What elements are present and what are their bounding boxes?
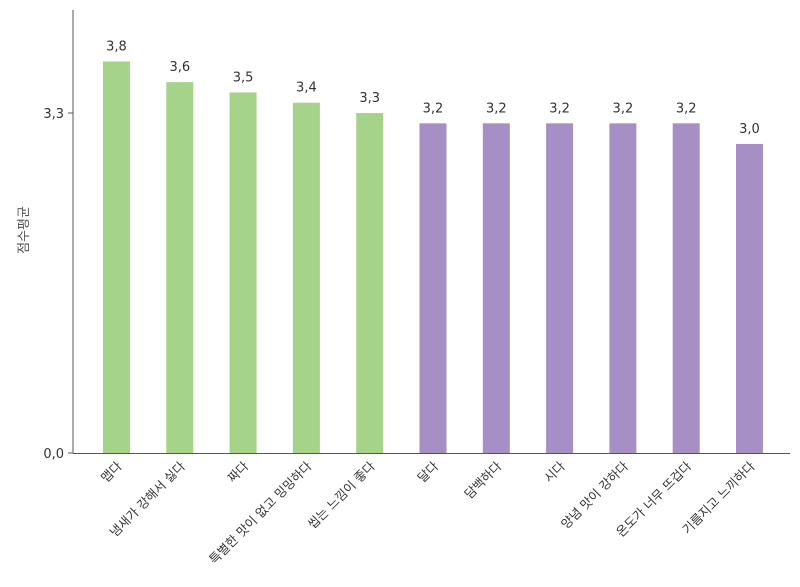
bar [672,123,700,453]
data-label: 3,0 [739,122,760,137]
category-label: 특별한 맛이 없고 밍밍하다 [206,458,315,567]
data-label: 3,8 [106,40,127,55]
y-tick-label: 0,0 [43,447,64,462]
bar [166,82,194,454]
y-ticks: 0,0 3,3 [43,107,73,462]
y-axis-title: 점수평균 [17,206,32,254]
bar [609,123,637,453]
data-label: 3,2 [486,101,507,116]
bar [229,92,257,453]
data-label: 3,2 [549,101,570,116]
value-labels: 3,8 3,6 3,5 3,4 3,3 3,2 3,2 3,2 3,2 3,2 3,0 [106,40,760,137]
bar [736,143,763,453]
bar [292,102,320,453]
data-label: 3,2 [613,101,634,116]
category-label: 담백하다 [461,458,504,501]
bar [482,123,510,453]
bars [103,61,763,454]
y-tick-label: 3,3 [43,107,64,122]
data-label: 3,3 [359,91,380,106]
bar [356,113,384,453]
bar [103,61,130,453]
data-label: 3,4 [296,81,317,96]
data-label: 3,2 [676,101,697,116]
axes [72,10,790,454]
category-label: 맵다 [98,458,125,485]
data-label: 3,6 [169,60,190,75]
bar [419,123,447,453]
data-label: 3,5 [233,70,254,85]
category-label: 시다 [541,458,568,485]
category-label: 달다 [414,458,441,485]
data-label: 3,2 [423,101,444,116]
category-label: 짜다 [224,458,251,485]
bar [546,123,574,453]
category-label: 씹는 느낌이 좋다 [305,458,379,532]
